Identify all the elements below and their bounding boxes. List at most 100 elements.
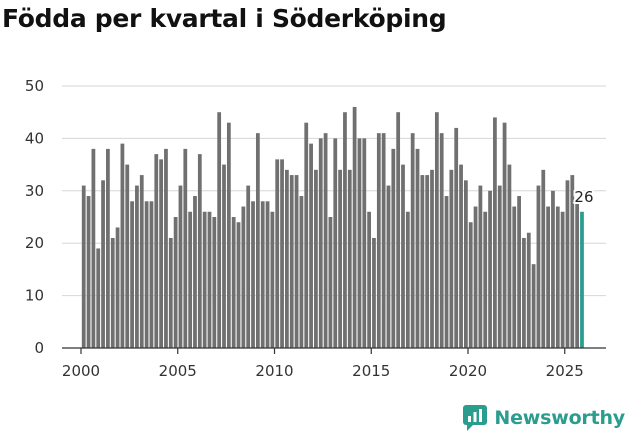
bar [96,248,101,348]
bar [304,122,309,349]
bar [328,217,333,348]
y-tick-label: 10 [25,287,44,305]
bar [551,190,555,348]
x-tick-label: 2010 [255,362,293,380]
bar [294,175,299,348]
bar [546,206,550,348]
bar [347,169,352,348]
y-tick-label: 50 [25,77,44,95]
bar [246,185,251,348]
x-tick-label: 2025 [546,362,584,380]
bar [434,112,439,348]
bar [415,148,420,348]
bar [265,201,270,348]
x-tick-label: 2015 [352,362,390,380]
bar [362,138,367,348]
bar [149,201,154,348]
bar [226,122,231,349]
bar [231,217,236,348]
bar [280,159,284,348]
bar [212,217,217,348]
bar [478,185,483,348]
bar [536,185,541,348]
bar [314,169,318,348]
bar [531,264,536,348]
x-axis-ticks: 2000 2005 2010 2015 2020 2025 [62,348,584,380]
bar [168,237,173,348]
bar [367,211,372,348]
y-tick-label: 0 [34,339,44,357]
bar [260,201,265,348]
bar [197,154,202,348]
bar [493,117,497,348]
bar [135,185,139,348]
bar [289,175,294,348]
newsworthy-logo-icon [463,405,488,431]
newsworthy-logo: Newsworthy [462,403,625,433]
bar [183,148,188,348]
bar [497,185,502,348]
bar [159,159,163,348]
bar [459,164,463,348]
bar [468,222,473,348]
bar [188,211,193,348]
latest-value-label: 26 [574,188,593,206]
bar [101,180,105,348]
x-tick-label: 2020 [449,362,487,380]
bar [125,164,130,348]
bar [425,175,430,348]
bar [154,154,159,348]
bar [381,133,386,348]
bar [241,206,246,348]
bar [555,206,560,348]
bar [517,196,521,348]
bar [173,217,178,348]
bar [318,138,323,348]
bar [86,196,91,348]
bar [110,237,115,348]
bar [483,211,488,348]
bar [372,237,376,348]
bar [115,227,120,348]
bar [285,169,289,348]
y-axis-ticks: 0 10 20 30 40 50 [25,77,44,357]
bar [222,164,226,348]
bar [343,112,347,348]
bar [164,148,168,348]
chart-title: Födda per kvartal i Söderköping [2,4,447,33]
bar [255,133,260,348]
bar [333,138,338,348]
bar [439,133,444,348]
bar [376,133,381,348]
bar [444,196,449,348]
bar [463,180,468,348]
bar [512,206,517,348]
bar [299,196,304,348]
x-tick-label: 2005 [159,362,197,380]
bar [323,133,328,348]
bar [391,148,396,348]
bar [275,159,280,348]
bar [522,237,526,348]
bar [507,164,512,348]
bar [454,127,459,348]
bar [120,143,125,348]
bar [502,122,507,349]
bar [91,148,96,348]
y-tick-label: 40 [25,129,44,147]
data-labels: 26 [572,186,595,208]
bar [106,148,110,348]
bar [396,112,401,348]
bar [338,169,342,348]
bar [357,138,362,348]
bar [488,190,492,348]
bar [449,169,454,348]
bar [352,106,357,349]
bar [575,201,580,348]
bar [401,164,405,348]
bar [81,185,86,348]
x-tick-label: 2000 [62,362,100,380]
bar [405,211,410,348]
bar [526,232,531,348]
